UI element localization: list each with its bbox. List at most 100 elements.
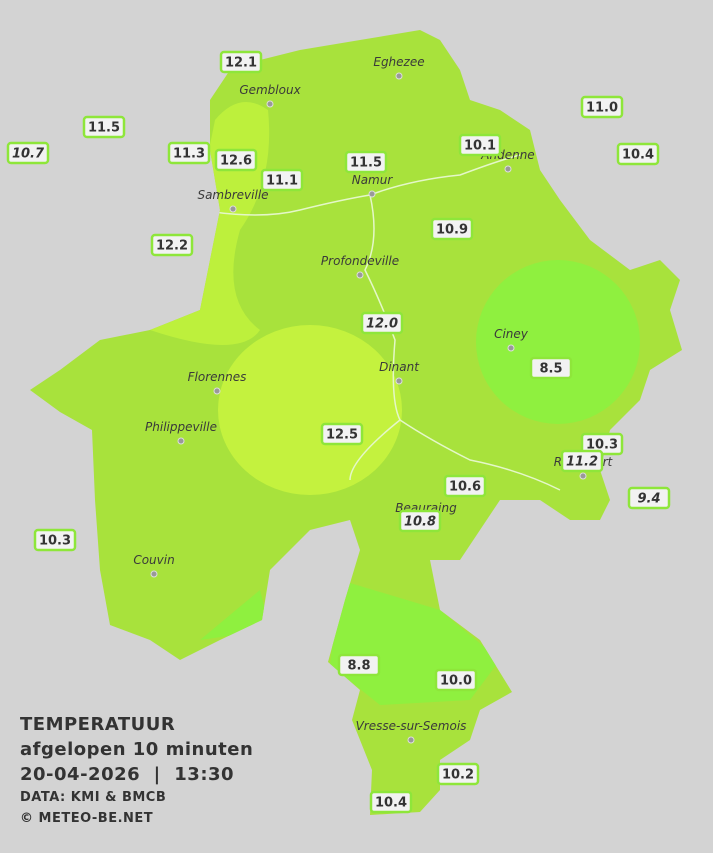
station-box <box>580 95 624 119</box>
station-box <box>33 528 77 552</box>
station-value: 10.4 <box>622 148 654 163</box>
station-value: 10.8 <box>404 515 436 530</box>
station: 10.4 <box>616 142 660 166</box>
station-value: 11.2 <box>566 455 598 470</box>
place-dot <box>395 377 403 385</box>
station: 9.4 <box>627 486 671 510</box>
station: 11.2 <box>560 449 604 473</box>
station: 12.0 <box>360 311 404 335</box>
place-dot <box>507 344 515 352</box>
cool-zone <box>476 260 640 424</box>
station: 10.8 <box>398 509 442 533</box>
place-label: Philippeville <box>145 420 217 434</box>
station: 11.0 <box>580 95 624 119</box>
station: 10.3 <box>33 528 77 552</box>
station-value: 11.5 <box>350 156 382 171</box>
station-box <box>82 115 126 139</box>
station-value: 11.0 <box>586 101 618 116</box>
station-box <box>560 449 604 473</box>
station-box <box>616 142 660 166</box>
legend-datetime: 20-04-2026 | 13:30 <box>20 764 235 785</box>
place-label: Sambreville <box>197 188 268 202</box>
station: 11.5 <box>82 115 126 139</box>
warm-zone <box>218 325 402 495</box>
station-value: 10.3 <box>39 534 71 549</box>
station: 12.1 <box>219 50 263 74</box>
station: 10.6 <box>443 474 487 498</box>
station-box <box>436 762 480 786</box>
station-value: 9.4 <box>637 492 660 507</box>
legend: TEMPERATUUR afgelopen 10 minuten 20-04-2… <box>20 712 253 829</box>
station: 11.5 <box>344 150 388 174</box>
station-box <box>344 150 388 174</box>
station-value: 10.2 <box>442 768 474 783</box>
station: 10.4 <box>369 790 413 814</box>
place-label: Dinant <box>379 360 420 374</box>
place-dot <box>368 190 376 198</box>
station-box <box>214 148 258 172</box>
station-value: 11.1 <box>266 174 298 189</box>
station-box <box>627 486 671 510</box>
station: 11.1 <box>260 168 304 192</box>
legend-subtitle: afgelopen 10 minuten <box>20 739 254 760</box>
place-dot <box>266 100 274 108</box>
station: 10.1 <box>458 133 502 157</box>
place-label: Florennes <box>188 370 247 384</box>
place-dot <box>579 472 587 480</box>
station: 10.3 <box>580 432 624 456</box>
place-dot <box>407 736 415 744</box>
station-value: 10.4 <box>375 796 407 811</box>
place-dot <box>150 570 158 578</box>
place-label: Vresse-sur-Semois <box>356 719 467 733</box>
station-box <box>150 233 194 257</box>
legend-title: TEMPERATUUR <box>20 714 176 735</box>
place-dot <box>356 271 364 279</box>
station: 12.2 <box>150 233 194 257</box>
station: 10.9 <box>430 217 474 241</box>
station-value: 10.6 <box>449 480 481 495</box>
station-value: 11.3 <box>173 147 205 162</box>
station-value: 10.9 <box>436 223 468 238</box>
place-dot <box>177 437 185 445</box>
place-label: Gembloux <box>239 83 301 97</box>
station-value: 12.6 <box>220 154 252 169</box>
station-box <box>443 474 487 498</box>
place-dot <box>229 205 237 213</box>
station-box <box>369 790 413 814</box>
place-dot <box>395 72 403 80</box>
place-dot <box>504 165 512 173</box>
station: 11.3 <box>167 141 211 165</box>
station-value: 12.5 <box>326 428 358 443</box>
place-label: Ciney <box>494 327 529 341</box>
station: 8.8 <box>337 653 381 677</box>
station-box <box>167 141 211 165</box>
station-value: 8.5 <box>539 362 562 377</box>
station-box <box>320 422 364 446</box>
station: 10.7 <box>6 141 50 165</box>
station: 10.0 <box>434 668 478 692</box>
station: 12.5 <box>320 422 364 446</box>
station-value: 12.1 <box>225 56 257 71</box>
station-value: 10.3 <box>586 438 618 453</box>
station-box <box>337 653 381 677</box>
place-label: Profondeville <box>321 254 399 268</box>
station-box <box>458 133 502 157</box>
station-box <box>360 311 404 335</box>
station-value: 8.8 <box>347 659 370 674</box>
station: 12.6 <box>214 148 258 172</box>
legend-credit: © METEO-BE.NET <box>20 811 154 826</box>
station-value: 10.7 <box>12 147 45 162</box>
place-label: Eghezee <box>373 55 424 69</box>
station-box <box>219 50 263 74</box>
legend-source: DATA: KMI & BMCB <box>20 790 167 805</box>
place-label: Couvin <box>133 553 174 567</box>
station-value: 12.2 <box>156 239 188 254</box>
station-value: 11.5 <box>88 121 120 136</box>
station: 10.2 <box>436 762 480 786</box>
station-value: 12.0 <box>366 317 398 332</box>
station-box <box>434 668 478 692</box>
station-box <box>6 141 50 165</box>
place-label: Namur <box>352 173 394 187</box>
